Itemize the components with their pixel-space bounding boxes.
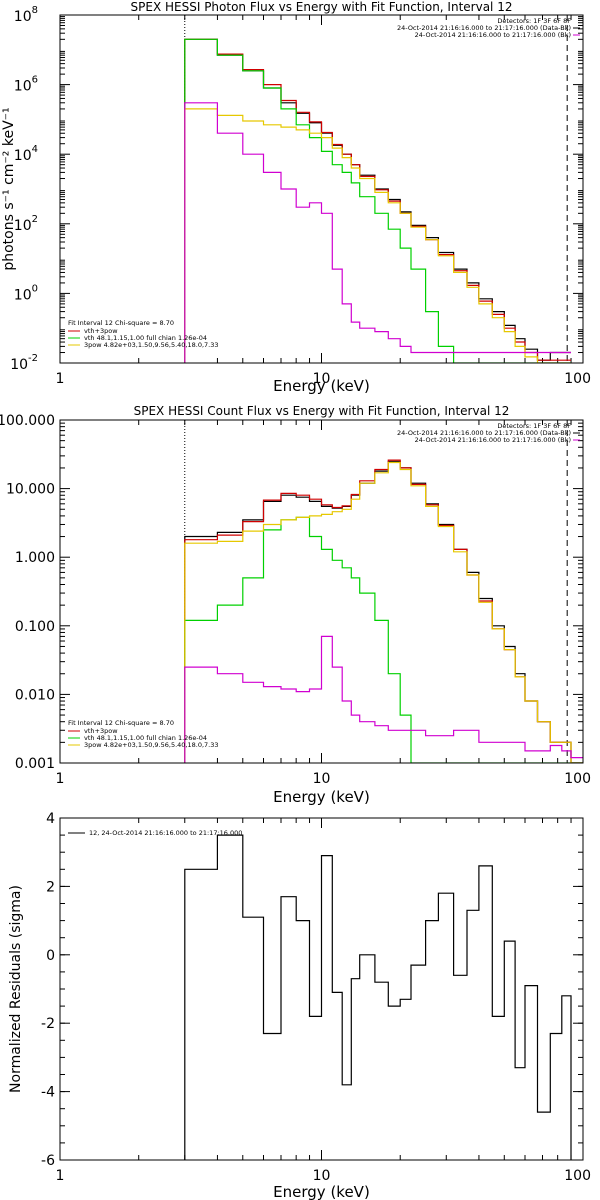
y-tick-label: 100.000 [0,413,55,429]
fit-legend-title: Fit Interval 12 Chi-square = 8.70 [68,719,174,727]
y-tick-label: 0 [46,948,55,964]
x-axis-label: Energy (keV) [273,377,370,395]
y-tick-base: 10 [14,9,32,25]
x-tick-label: 100 [564,1168,591,1184]
y-tick-exponent: 8 [32,5,38,16]
series-line-1 [184,38,571,363]
plot-frame [59,419,584,764]
y-tick-label: 10-2 [10,353,38,373]
chart-title: SPEX HESSI Count Flux vs Energy with Fit… [134,404,510,418]
x-tick-label: 100 [564,371,591,387]
y-tick-label: -4 [41,1085,55,1101]
fit-legend-label: vth 48.1,1.15,1.00 full chian 1.26e-04 [84,334,207,342]
count-flux-panel: SPEX HESSI Count Flux vs Energy with Fit… [0,404,591,806]
y-tick-label: 102 [14,214,38,234]
chart-title: SPEX HESSI Photon Flux vs Energy with Fi… [131,0,513,14]
x-tick-label: 10 [313,371,331,387]
x-axis-label: Energy (keV) [273,788,370,806]
x-tick-label: 10 [313,1168,331,1184]
fit-legend-label: vth+3pow [84,727,118,735]
x-tick-label: 1 [56,771,65,787]
series-line-0 [184,834,572,1160]
series-line-2 [184,516,583,763]
series-line-3 [184,461,583,763]
header-line: 24-Oct-2014 21:16:16.000 to 21:17:16.000… [415,31,571,39]
y-tick-base: 10 [10,357,28,373]
y-tick-label: 10.000 [6,482,55,498]
series-line-2 [184,38,571,363]
header-line: 24-Oct-2014 21:16:16.000 to 21:17:16.000… [415,436,571,444]
series-line-4 [184,635,583,763]
x-tick-label: 1 [56,371,65,387]
fit-legend-label: vth+3pow [84,327,118,335]
x-tick-label: 10 [313,771,331,787]
x-tick-label: 1 [56,1168,65,1184]
y-axis-label: photons s⁻¹ cm⁻² keV⁻¹ [1,107,17,270]
y-tick-label: 1.000 [15,550,55,566]
x-tick-label: 100 [564,771,591,787]
y-tick-base: 10 [14,218,32,234]
y-tick-label: 2 [46,879,55,895]
y-tick-exponent: 0 [32,283,38,294]
series-line-0 [184,460,583,763]
header-line: 24-Oct-2014 21:16:16.000 to 21:17:16.000… [397,24,571,32]
y-axis-label: Normalized Residuals (sigma) [8,885,24,1093]
x-axis-label: Energy (keV) [273,1183,370,1200]
series-group [184,459,583,763]
y-tick-base: 10 [14,287,32,303]
y-tick-exponent: 6 [32,75,38,86]
y-tick-label: 0.100 [15,619,55,635]
series-group [184,38,571,363]
y-tick-label: -6 [41,1153,55,1169]
series-line-4 [184,102,571,363]
y-tick-base: 10 [14,79,32,95]
series-group [184,834,572,1160]
y-tick-base: 10 [14,148,32,164]
header-line: 24-Oct-2014 21:16:16.000 to 21:17:16.000… [397,429,571,437]
series-line-1 [184,459,583,763]
header-line: Detectors: 1F 3F 6F 8F [497,17,571,25]
y-tick-label: 100 [14,283,38,303]
series-line-0 [184,38,571,363]
plot-frame [59,817,584,1161]
y-tick-label: -2 [41,1016,55,1032]
fit-legend-label: 3pow 4.82e+03,1.50,9.56,5.40,18.0,7.33 [84,741,219,749]
y-tick-exponent: -2 [28,353,38,364]
y-tick-exponent: 2 [32,214,38,225]
y-tick-label: 0.001 [15,756,55,772]
y-tick-label: 0.010 [15,687,55,703]
residual-legend-label: 12, 24-Oct-2014 21:16:16.000 to 21:17:16… [89,829,242,837]
y-tick-label: 4 [46,811,55,827]
plot-frame [59,14,584,364]
photon-flux-panel: SPEX HESSI Photon Flux vs Energy with Fi… [1,0,591,395]
fit-legend-title: Fit Interval 12 Chi-square = 8.70 [68,319,174,327]
series-line-3 [184,108,571,363]
fit-legend-label: 3pow 4.82e+03,1.50,9.56,5.40,18.0,7.33 [84,341,219,349]
fit-legend-label: vth 48.1,1.15,1.00 full chian 1.26e-04 [84,734,207,742]
y-tick-exponent: 4 [32,144,38,155]
y-tick-label: 106 [14,75,38,95]
residuals-panel: 1 10 100 Energy (keV) -6 -4 -2 0 2 4 Normalized Re… [8,811,591,1200]
y-tick-label: 108 [14,5,38,25]
header-line: Detectors: 1F 3F 6F 8F [497,422,571,430]
y-tick-label: 104 [14,144,38,164]
